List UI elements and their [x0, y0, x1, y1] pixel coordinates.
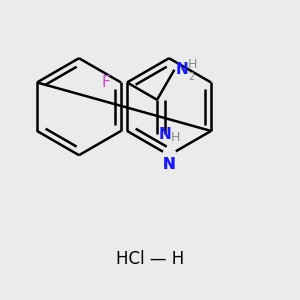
Text: H: H: [171, 131, 180, 144]
Text: N: N: [163, 157, 176, 172]
Text: HCl — H: HCl — H: [116, 250, 184, 268]
Text: 2: 2: [188, 71, 194, 82]
Text: F: F: [101, 75, 110, 90]
Text: N: N: [176, 62, 189, 77]
Text: H: H: [188, 58, 198, 71]
Text: N: N: [163, 157, 176, 172]
Text: N: N: [159, 127, 172, 142]
